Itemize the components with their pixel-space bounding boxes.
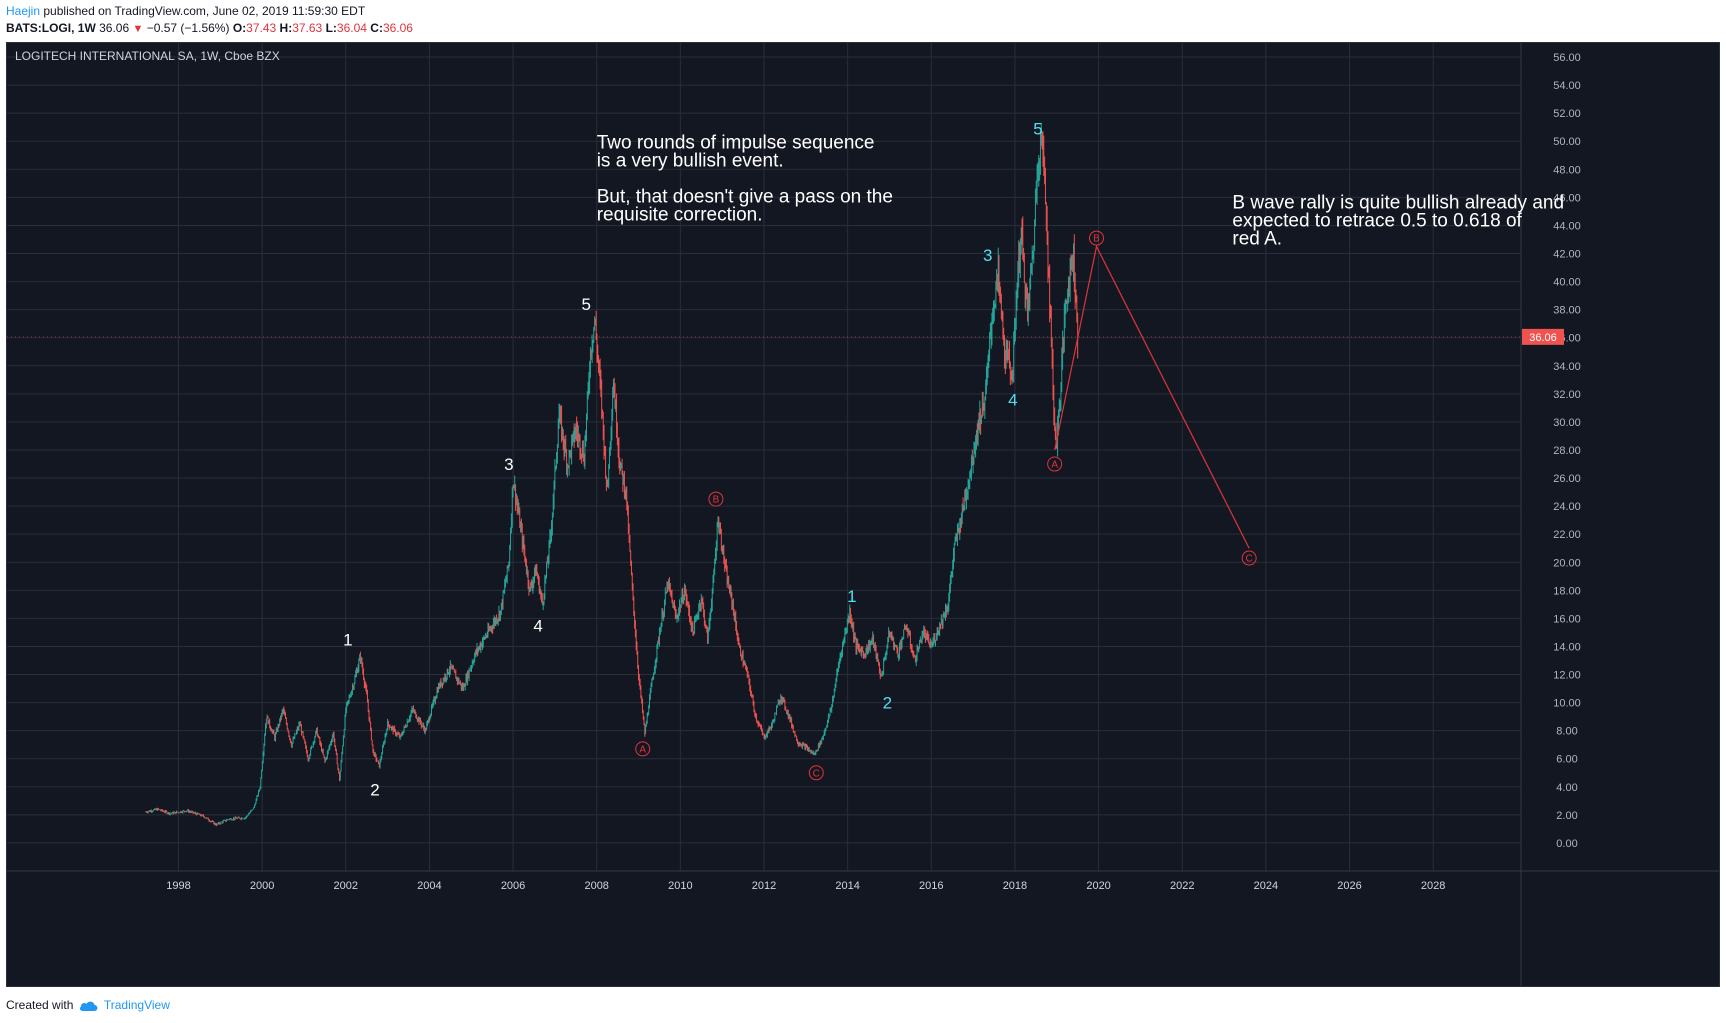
y-tick-label: 42.00 bbox=[1553, 249, 1581, 261]
y-tick-label: 24.00 bbox=[1553, 501, 1581, 513]
annotation-line: But, that doesn't give a pass on the bbox=[597, 186, 893, 207]
open-value: 37.43 bbox=[246, 21, 277, 35]
x-tick-label: 2016 bbox=[919, 880, 943, 892]
y-tick-label: 22.00 bbox=[1553, 529, 1581, 541]
wave-label-c: C bbox=[813, 768, 820, 779]
publish-info: Haejin published on TradingView.com, Jun… bbox=[6, 4, 365, 19]
y-tick-label: 34.00 bbox=[1553, 361, 1581, 373]
annotation-line: expected to retrace 0.5 to 0.618 of bbox=[1232, 211, 1522, 232]
wave-label-2: 2 bbox=[370, 781, 379, 800]
x-tick-label: 2004 bbox=[417, 880, 441, 892]
y-tick-label: 54.00 bbox=[1553, 80, 1581, 92]
y-tick-label: 12.00 bbox=[1553, 670, 1581, 682]
y-tick-label: 14.00 bbox=[1553, 641, 1581, 653]
y-tick-label: 44.00 bbox=[1553, 220, 1581, 232]
x-tick-label: 2006 bbox=[501, 880, 525, 892]
y-tick-label: 40.00 bbox=[1553, 277, 1581, 289]
x-tick-label: 2026 bbox=[1337, 880, 1361, 892]
y-tick-label: 26.00 bbox=[1553, 473, 1581, 485]
wave-label-circle bbox=[1241, 550, 1257, 566]
symbol-label: BATS:LOGI, 1W bbox=[6, 21, 96, 35]
x-tick-label: 2000 bbox=[250, 880, 274, 892]
annotation-line: red A. bbox=[1232, 229, 1282, 250]
footer: Created with TradingView bbox=[6, 997, 170, 1013]
wave-label-4: 4 bbox=[1008, 390, 1017, 409]
author-link[interactable]: Haejin bbox=[6, 4, 41, 18]
x-tick-label: 2022 bbox=[1170, 880, 1194, 892]
y-tick-label: 48.00 bbox=[1553, 164, 1581, 176]
high-value: 37.63 bbox=[292, 21, 323, 35]
close-label: C: bbox=[370, 21, 383, 35]
y-tick-label: 28.00 bbox=[1553, 445, 1581, 457]
x-tick-label: 2010 bbox=[668, 880, 692, 892]
last-price-badge bbox=[1522, 328, 1564, 345]
y-tick-label: 50.00 bbox=[1553, 136, 1581, 148]
y-tick-label: 30.00 bbox=[1553, 417, 1581, 429]
y-tick-label: 38.00 bbox=[1553, 305, 1581, 317]
x-tick-label: 2018 bbox=[1003, 880, 1027, 892]
y-tick-label: 6.00 bbox=[1556, 754, 1577, 766]
publish-text: published on TradingView.com, June 02, 2… bbox=[43, 4, 366, 18]
footer-prefix: Created with bbox=[6, 998, 74, 1012]
wave-label-3: 3 bbox=[504, 455, 513, 474]
wave-label-a: A bbox=[639, 744, 646, 755]
y-tick-label: 32.00 bbox=[1553, 389, 1581, 401]
annotation-line: B wave rally is quite bullish already an… bbox=[1232, 193, 1564, 214]
y-tick-label: 10.00 bbox=[1553, 698, 1581, 710]
last-price-label: 36.06 bbox=[1529, 332, 1557, 344]
x-tick-label: 2008 bbox=[584, 880, 608, 892]
y-tick-label: 18.00 bbox=[1553, 585, 1581, 597]
wave-label-5: 5 bbox=[582, 295, 591, 314]
y-tick-label: 0.00 bbox=[1556, 838, 1577, 850]
x-tick-label: 2002 bbox=[334, 880, 358, 892]
annotation-line: Two rounds of impulse sequence bbox=[597, 132, 875, 153]
wave-label-4: 4 bbox=[533, 616, 542, 635]
quote-line: BATS:LOGI, 1W 36.06 ▼ −0.57 (−1.56%) O:3… bbox=[6, 21, 413, 37]
high-label: H: bbox=[279, 21, 293, 35]
x-tick-label: 1998 bbox=[166, 880, 190, 892]
low-value: 36.04 bbox=[336, 21, 367, 35]
wave-label-c: C bbox=[1246, 554, 1253, 565]
y-tick-label: 56.00 bbox=[1553, 52, 1581, 64]
x-tick-label: 2014 bbox=[835, 880, 859, 892]
wave-label-circle bbox=[808, 765, 824, 781]
price-change: −0.57 (−1.56%) bbox=[146, 21, 230, 35]
chart-title: LOGITECH INTERNATIONAL SA, 1W, Cboe BZX bbox=[15, 49, 280, 63]
annotation-line: is a very bullish event. bbox=[597, 150, 784, 171]
cloud-icon bbox=[79, 1001, 98, 1011]
x-tick-label: 2020 bbox=[1086, 880, 1110, 892]
wave-label-a: A bbox=[1051, 460, 1058, 471]
projection-line bbox=[1054, 244, 1250, 549]
x-tick-label: 2012 bbox=[752, 880, 776, 892]
last-price: 36.06 bbox=[99, 21, 130, 35]
wave-label-1: 1 bbox=[343, 630, 352, 649]
y-tick-label: 4.00 bbox=[1556, 782, 1577, 794]
annotation-line: requisite correction. bbox=[597, 204, 763, 225]
wave-label-b: B bbox=[1093, 234, 1100, 245]
wave-label-circle bbox=[635, 741, 651, 757]
x-tick-label: 2028 bbox=[1421, 880, 1445, 892]
wave-label-1: 1 bbox=[847, 587, 856, 606]
wave-label-circle bbox=[1047, 456, 1063, 472]
open-label: O: bbox=[232, 21, 247, 35]
chart-panel[interactable]: 0.00 2.00 4.00 6.00 8.00 10.00 12.00 14.00 16.00… bbox=[6, 42, 1720, 987]
y-tick-label: 2.00 bbox=[1556, 810, 1577, 822]
wave-label-3: 3 bbox=[983, 246, 992, 265]
y-tick-label: 52.00 bbox=[1553, 108, 1581, 120]
down-arrow-icon: ▼ bbox=[132, 23, 144, 35]
wave-label-b: B bbox=[713, 495, 720, 506]
wave-label-2: 2 bbox=[883, 694, 892, 713]
close-value: 36.06 bbox=[382, 21, 413, 35]
wave-label-circle bbox=[708, 491, 724, 507]
y-tick-label: 20.00 bbox=[1553, 557, 1581, 569]
y-tick-label: 46.00 bbox=[1553, 192, 1581, 204]
y-tick-label: 16.00 bbox=[1553, 613, 1581, 625]
x-tick-label: 2024 bbox=[1254, 880, 1278, 892]
low-label: L: bbox=[325, 21, 337, 35]
price-chart[interactable]: 0.00 2.00 4.00 6.00 8.00 10.00 12.00 14.00 16.00… bbox=[7, 43, 1719, 986]
wave-label-5: 5 bbox=[1033, 120, 1042, 139]
y-tick-label: 8.00 bbox=[1556, 726, 1577, 738]
tradingview-link[interactable]: TradingView bbox=[103, 998, 170, 1012]
wave-label-circle bbox=[1088, 230, 1104, 246]
